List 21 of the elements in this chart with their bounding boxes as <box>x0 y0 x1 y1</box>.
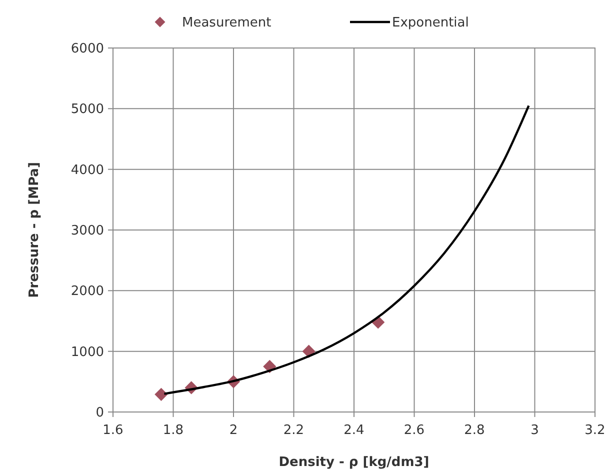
y-tick-label: 4000 <box>70 162 104 178</box>
y-tick-label: 0 <box>96 406 104 420</box>
x-tick-label: 2.2 <box>283 423 304 438</box>
x-tick-label: 2.4 <box>344 423 364 438</box>
x-axis-title: Density - ρ [kg/dm3] <box>278 455 430 470</box>
legend-label: Measurement <box>182 16 272 30</box>
x-tick-label: 1.8 <box>162 423 184 438</box>
legend-label: Exponential <box>392 16 469 30</box>
x-tick-label: 3.2 <box>584 423 606 438</box>
x-tick-label: 3 <box>530 423 539 438</box>
y-tick-label: 2000 <box>70 284 104 300</box>
x-tick-label: 2.8 <box>464 423 485 438</box>
x-tick-label: 2.6 <box>404 423 425 438</box>
x-tick-label: 2 <box>229 423 238 438</box>
y-tick-label: 3000 <box>70 224 104 238</box>
point <box>154 388 168 401</box>
y-tick-label: 1000 <box>70 344 104 360</box>
y-tick-label: 6000 <box>70 42 104 56</box>
y-axis-title: Pressure - p [MPa] <box>27 162 42 298</box>
y-tick-label: 5000 <box>70 102 104 118</box>
x-tick-label: 1.6 <box>102 423 124 438</box>
